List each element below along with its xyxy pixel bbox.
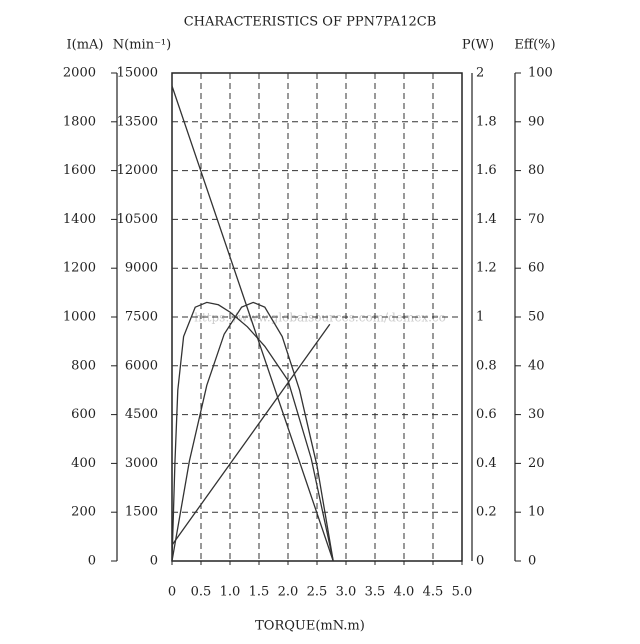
- y-tick-label: 15000: [117, 66, 158, 81]
- x-tick-label: 5.0: [452, 585, 473, 600]
- y-tick-label: 800: [71, 358, 96, 373]
- x-tick-label: 3.0: [336, 585, 357, 600]
- y-tick-label: 0.8: [476, 358, 497, 373]
- y-tick-label: 1: [476, 310, 484, 325]
- y-tick-label: 1800: [63, 114, 96, 129]
- y-tick-label: 2000: [63, 66, 96, 81]
- y-tick-label: 0: [476, 554, 484, 569]
- y-tick-label: 1500: [125, 505, 158, 520]
- y-tick-label: 0: [528, 554, 536, 569]
- x-tick-label: 0: [168, 585, 176, 600]
- y-tick-label: 90: [528, 114, 545, 129]
- y-tick-label: 1000: [63, 310, 96, 325]
- x-tick-label: 1.5: [249, 585, 270, 600]
- y-tick-label: 400: [71, 456, 96, 471]
- x-axis-label: TORQUE(mN.m): [255, 619, 365, 634]
- y-tick-label: 3000: [125, 456, 158, 471]
- y-tick-label: 10: [528, 505, 545, 520]
- series-line: [171, 323, 331, 546]
- y-tick-label: 0.2: [476, 505, 497, 520]
- x-tick-label: 2.5: [307, 585, 328, 600]
- y-tick-label: 70: [528, 212, 545, 227]
- y-tick-label: 10500: [117, 212, 158, 227]
- y-tick-label: 50: [528, 310, 545, 325]
- y-axis-label: N(min⁻¹): [113, 38, 171, 53]
- y-axis-label: P(W): [462, 38, 494, 53]
- x-tick-label: 4.0: [394, 585, 415, 600]
- y-tick-label: 1200: [63, 261, 96, 276]
- y-tick-label: 4500: [125, 407, 158, 422]
- y-tick-label: 13500: [117, 114, 158, 129]
- x-tick-label: 1.0: [220, 585, 241, 600]
- y-tick-label: 40: [528, 358, 545, 373]
- series-line: [171, 85, 334, 562]
- y-tick-label: 0.4: [476, 456, 497, 471]
- y-tick-label: 1.8: [476, 114, 497, 129]
- y-tick-label: 30: [528, 407, 545, 422]
- chart-title: CHARACTERISTICS OF PPN7PA12CB: [184, 15, 437, 30]
- x-tick-label: 4.5: [423, 585, 444, 600]
- y-tick-label: 6000: [125, 358, 158, 373]
- y-tick-label: 1400: [63, 212, 96, 227]
- y-tick-label: 9000: [125, 261, 158, 276]
- y-tick-label: 600: [71, 407, 96, 422]
- x-tick-label: 2.0: [278, 585, 299, 600]
- y-tick-label: 2: [476, 66, 484, 81]
- y-axis-label: Eff(%): [514, 38, 555, 53]
- y-axis-label: I(mA): [67, 38, 104, 53]
- y-tick-label: 20: [528, 456, 545, 471]
- y-tick-label: 1.6: [476, 163, 497, 178]
- series-line: [171, 301, 334, 562]
- y-tick-label: 60: [528, 261, 545, 276]
- y-tick-label: 1.2: [476, 261, 497, 276]
- y-tick-label: 1.4: [476, 212, 497, 227]
- y-tick-label: 12000: [117, 163, 158, 178]
- series-line: [171, 301, 334, 562]
- y-tick-label: 1600: [63, 163, 96, 178]
- x-tick-label: 3.5: [365, 585, 386, 600]
- y-tick-label: 0: [150, 554, 158, 569]
- y-tick-label: 0.6: [476, 407, 497, 422]
- y-tick-label: 0: [88, 554, 96, 569]
- y-tick-label: 7500: [125, 310, 158, 325]
- watermark: https://www.globalsources.com/demex.co: [194, 311, 446, 325]
- x-tick-label: 0.5: [191, 585, 212, 600]
- y-tick-label: 100: [528, 66, 553, 81]
- y-tick-label: 200: [71, 505, 96, 520]
- y-tick-label: 80: [528, 163, 545, 178]
